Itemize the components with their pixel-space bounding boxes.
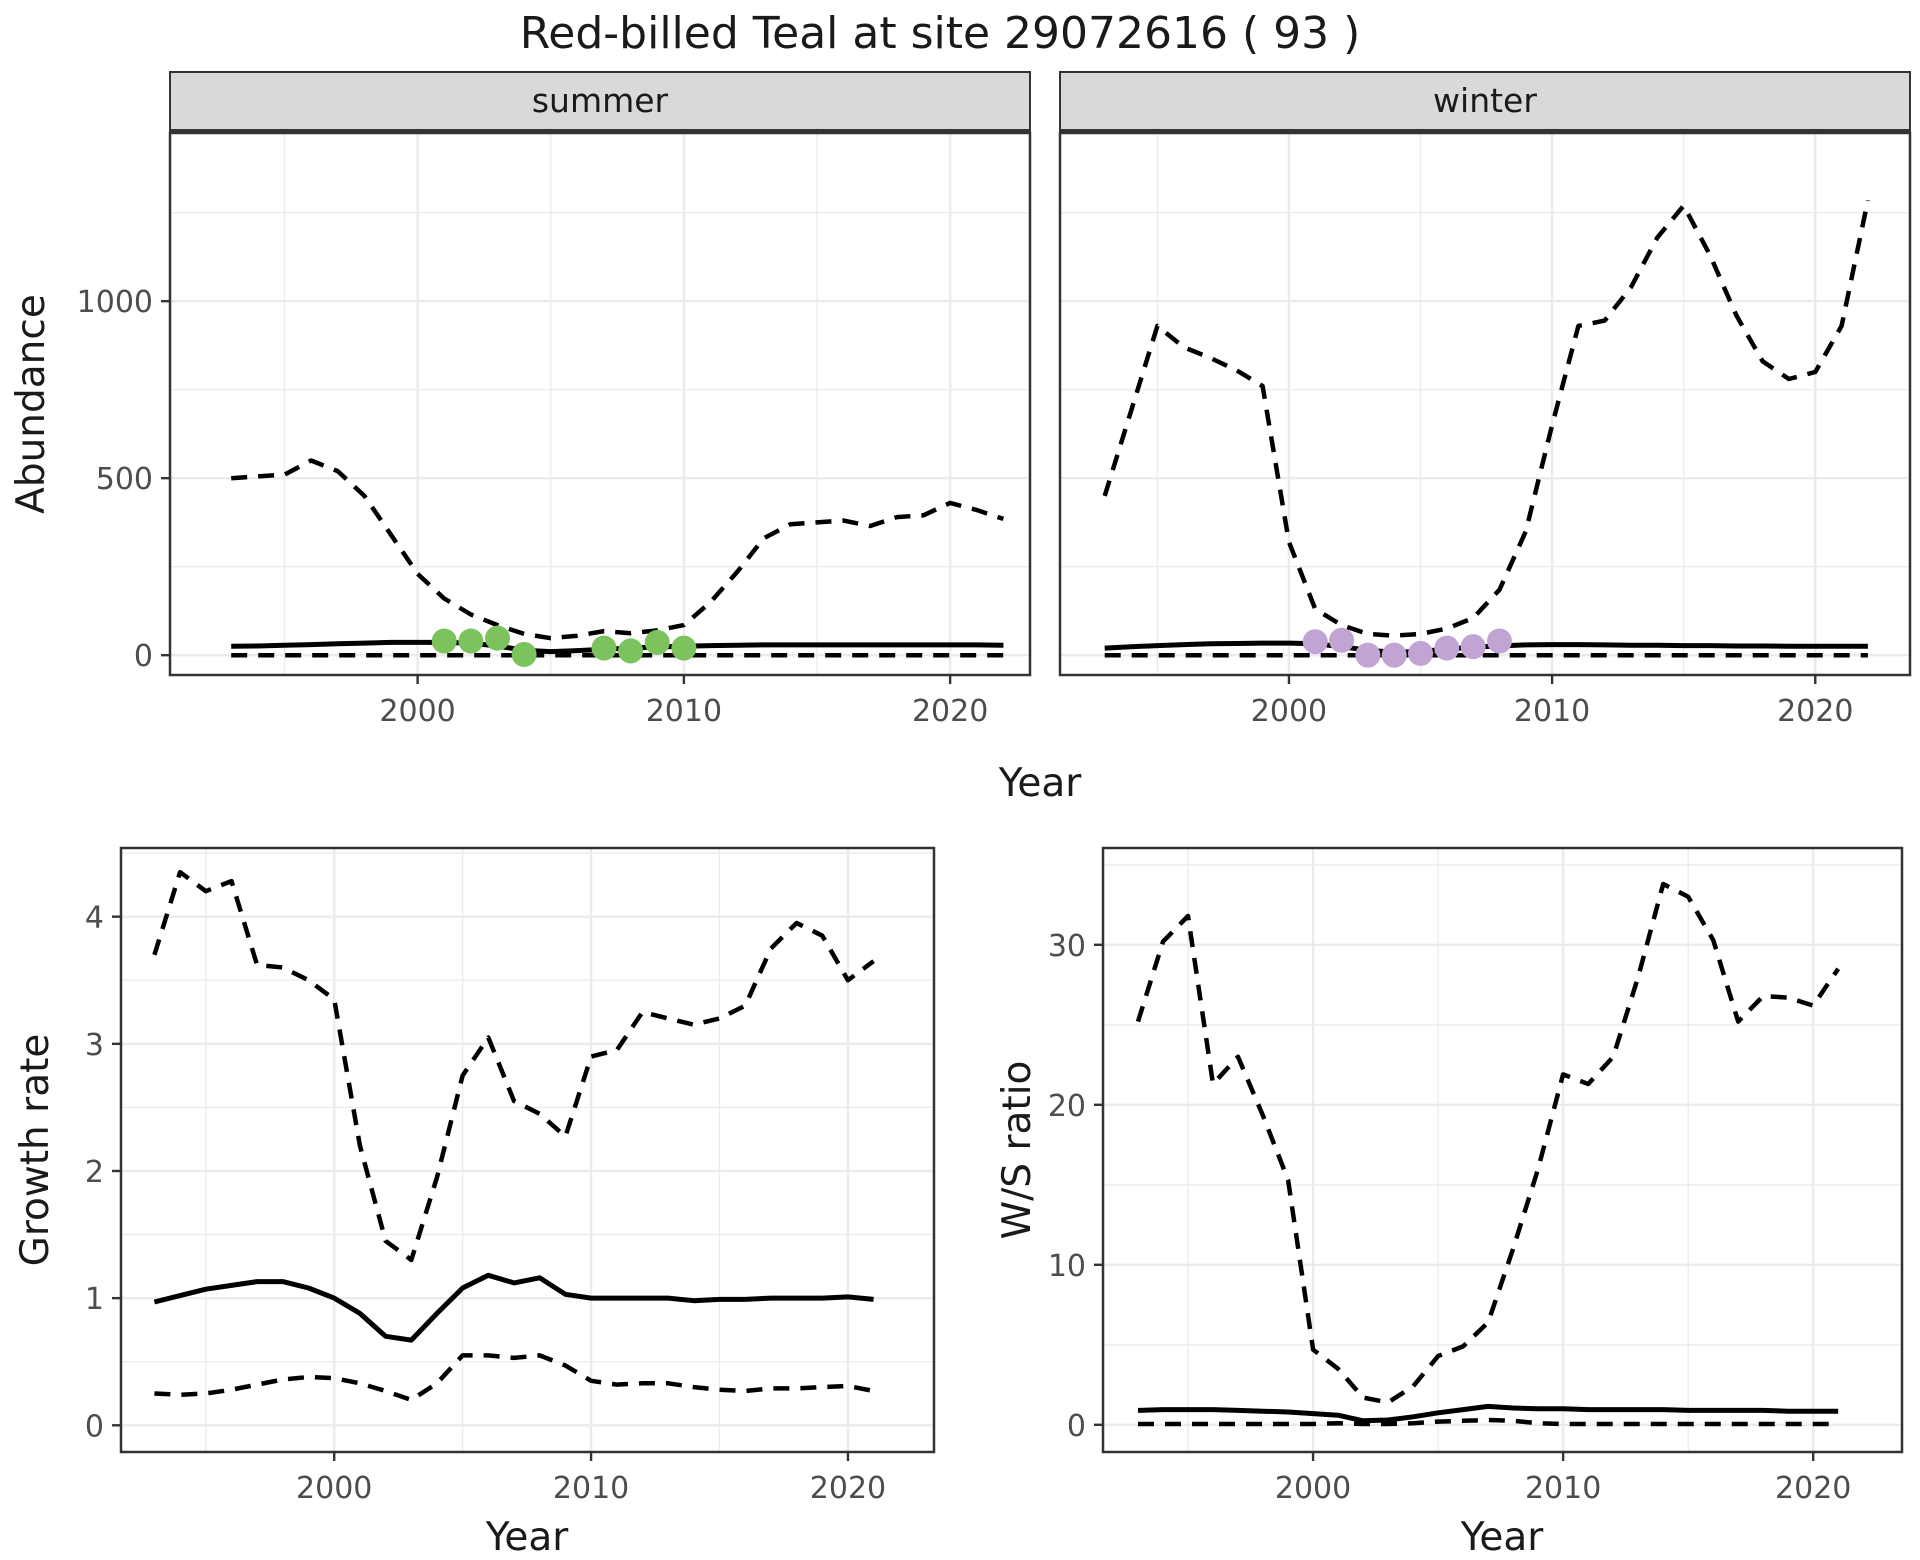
facet-strip-label-summer: summer — [532, 81, 669, 120]
upper_ci-line — [1135, 881, 1841, 1405]
summer-observation-point — [591, 635, 617, 661]
upper_ci-line — [231, 458, 1005, 641]
ws-ratio-axis-label: W/S ratio — [995, 1061, 1040, 1240]
panel-background — [121, 848, 934, 1452]
summer-observation-point — [458, 628, 484, 654]
year-axis-label-ws: Year — [1460, 1515, 1545, 1560]
winter-observation-point — [1486, 628, 1512, 654]
panel-growth-rate: 2000 2010 2020 0 1 2 3 4 — [85, 846, 936, 1506]
summer-observation-point — [644, 629, 670, 655]
x-tick-label: 2020 — [912, 694, 988, 729]
x-tick-label: 2010 — [646, 694, 722, 729]
y-tick-label: 3 — [85, 1028, 104, 1063]
year-axis-label-growth: Year — [485, 1515, 570, 1560]
winter-observation-point — [1302, 629, 1328, 655]
y-tick-label: 0 — [134, 639, 153, 674]
x-tick-label: 2010 — [553, 1471, 629, 1506]
winter-observation-point — [1408, 640, 1434, 666]
panel-background — [1103, 848, 1902, 1452]
fit-line — [1137, 1403, 1839, 1424]
winter-observation-point — [1460, 634, 1486, 660]
summer-observation-point — [484, 625, 510, 651]
facet-strip-label-winter: winter — [1433, 81, 1537, 120]
abundance-axis-label: Abundance — [9, 294, 54, 514]
winter-observation-point — [1329, 627, 1355, 653]
x-tick-label: 2000 — [1251, 694, 1327, 729]
fit-line — [153, 1272, 874, 1343]
panel-background — [1060, 133, 1910, 675]
summer-observation-point — [511, 641, 537, 667]
y-tick-label: 0 — [1067, 1409, 1086, 1444]
facet-strip-summer — [169, 71, 1031, 131]
x-tick-label: 2020 — [1775, 1471, 1851, 1506]
upper_ci-line — [152, 869, 875, 1263]
y-tick-label: 30 — [1048, 929, 1086, 964]
panel-border — [119, 846, 936, 1454]
winter-observation-point — [1355, 642, 1381, 668]
y-tick-label: 2 — [85, 1155, 104, 1190]
upper_ci-line — [1102, 199, 1871, 638]
fit-line — [1104, 640, 1868, 655]
y-tick-label: 0 — [85, 1409, 104, 1444]
summer-observation-point — [431, 628, 457, 654]
panel-border — [1101, 846, 1904, 1454]
x-tick-label: 2010 — [1514, 694, 1590, 729]
figure-title: Red-billed Teal at site 29072616 ( 93 ) — [519, 8, 1361, 59]
y-tick-label: 4 — [85, 901, 104, 936]
summer-observation-point — [618, 638, 644, 664]
panel-w-s-ratio: 2000 2010 2020 0 10 20 30 — [1048, 846, 1904, 1506]
y-tick-label: 20 — [1048, 1089, 1086, 1124]
y-tick-label: 500 — [96, 462, 153, 497]
x-tick-label: 2000 — [379, 694, 455, 729]
growth-rate-axis-label: Growth rate — [13, 1034, 58, 1267]
lower_ci-line — [1138, 1417, 1839, 1427]
winter-observation-point — [1434, 635, 1460, 661]
facet-strip-underline — [169, 129, 1031, 134]
panel-winter: winter 2000 2010 2020 — [1058, 71, 1912, 729]
x-tick-label: 2020 — [1777, 694, 1853, 729]
y-tick-label: 1000 — [77, 285, 153, 320]
fit-line — [231, 639, 1004, 655]
panel-background — [170, 133, 1030, 675]
x-tick-label: 2000 — [296, 1471, 372, 1506]
y-tick-label: 1 — [85, 1282, 104, 1317]
x-tick-label: 2020 — [810, 1471, 886, 1506]
winter-observation-point — [1381, 642, 1407, 668]
year-axis-label-top: Year — [998, 761, 1083, 806]
x-tick-label: 2000 — [1275, 1471, 1351, 1506]
panel-summer: summer 2000 2010 2020 0 500 1000 — [77, 71, 1032, 729]
y-tick-label: 10 — [1048, 1249, 1086, 1284]
lower_ci-line — [154, 1353, 875, 1403]
x-tick-label: 2010 — [1525, 1471, 1601, 1506]
facet-strip-underline — [1059, 129, 1911, 134]
summer-observation-point — [671, 635, 697, 661]
